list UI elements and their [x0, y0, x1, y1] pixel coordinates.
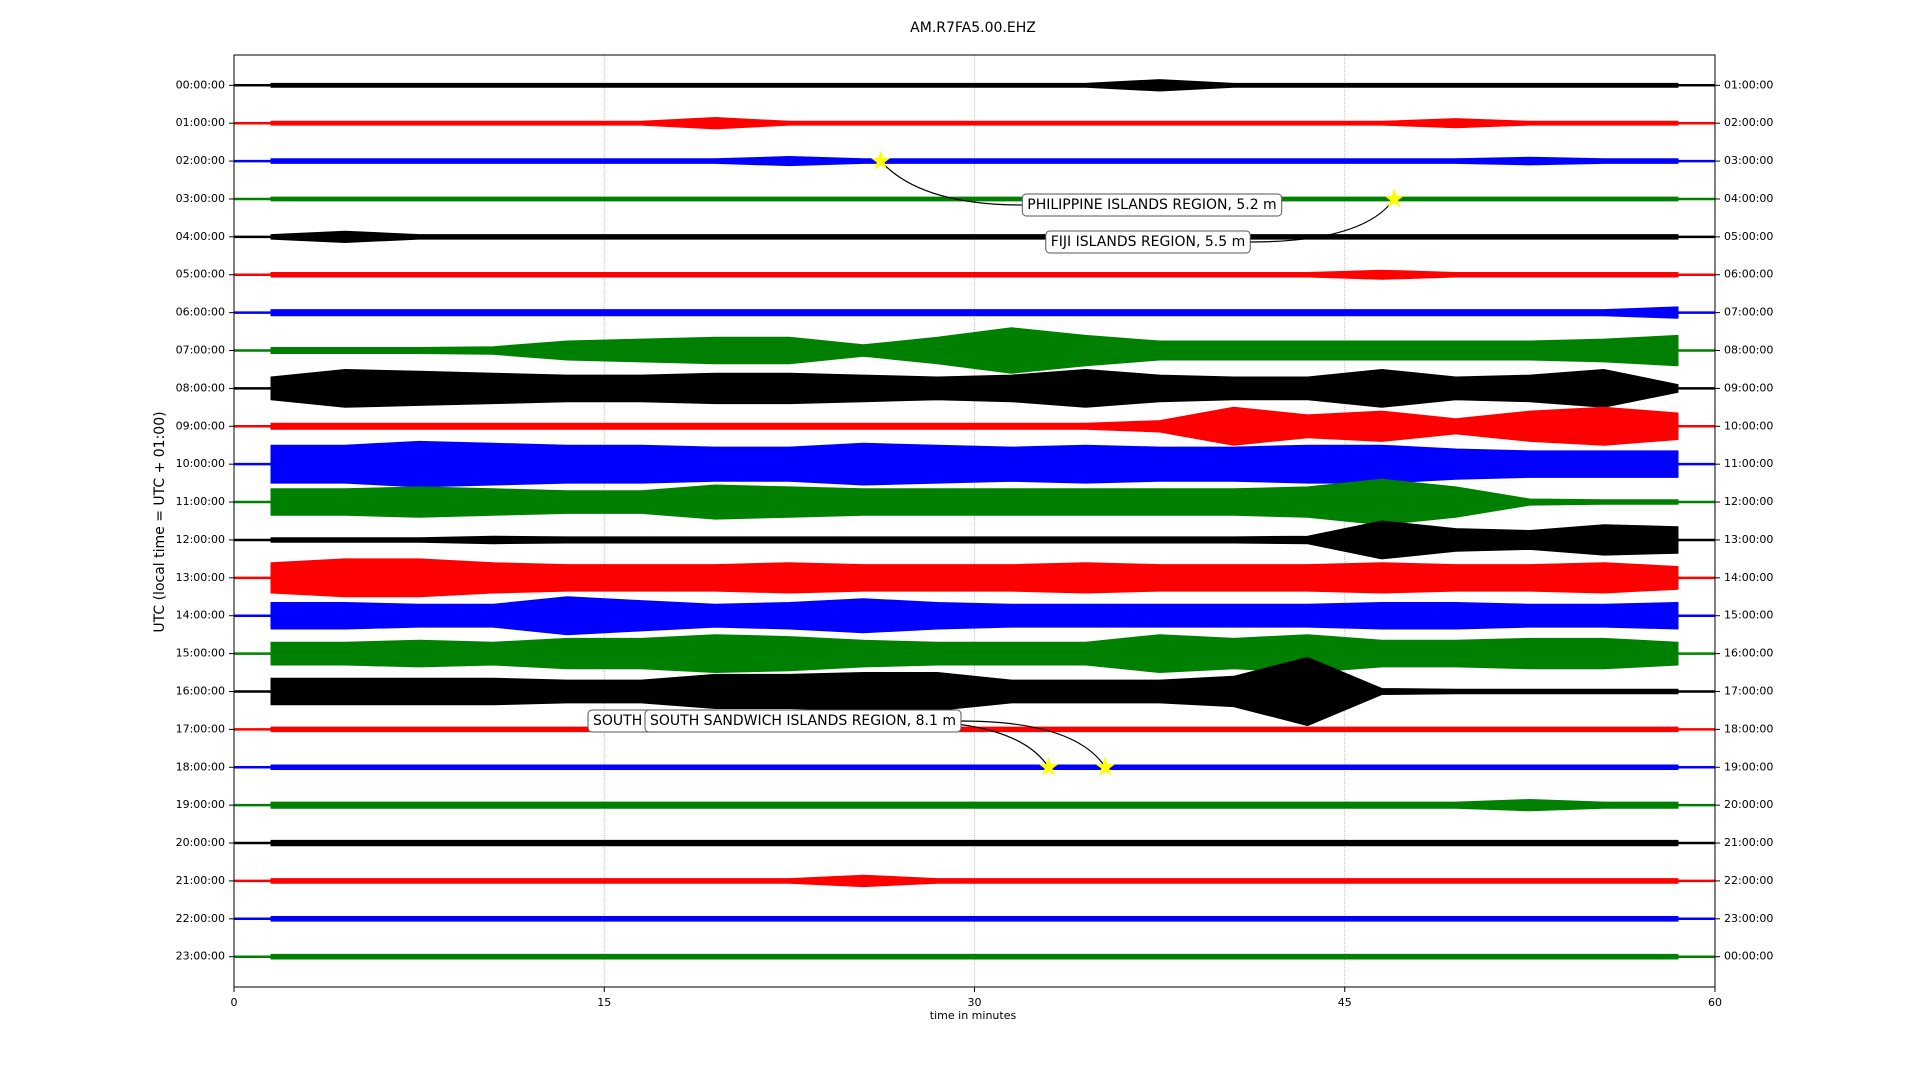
trace-envelope [270, 874, 1679, 888]
row-label: 02:00:00 [176, 154, 225, 167]
row-label: 15:00:00 [176, 647, 225, 660]
row-label: 01:00:00 [176, 116, 225, 129]
trace-envelope [270, 839, 1679, 847]
row-right-label: 00:00:00 [1724, 950, 1773, 963]
row-label: 04:00:00 [176, 230, 225, 243]
event-marker [1038, 756, 1059, 776]
row-right-label: 17:00:00 [1724, 684, 1773, 697]
trace-envelope [270, 230, 1679, 243]
event-connector [880, 160, 1023, 206]
event-label: FIJI ISLANDS REGION, 5.5 m [1051, 234, 1246, 250]
x-tick-label: 45 [1338, 996, 1352, 1009]
trace-envelope [270, 440, 1679, 488]
y-axis-label: UTC (local time = UTC + 01:00) [152, 411, 168, 632]
row-label: 05:00:00 [176, 268, 225, 281]
trace-envelope [270, 916, 1679, 922]
event-marker [1384, 188, 1405, 208]
row-right-label: 05:00:00 [1724, 230, 1773, 243]
row-right-label: 12:00:00 [1724, 495, 1773, 508]
trace-envelope [270, 596, 1679, 636]
row-label: 23:00:00 [176, 950, 225, 963]
row-label: 13:00:00 [176, 571, 225, 584]
event-box [1045, 230, 1251, 254]
event-marker [1095, 756, 1116, 776]
event-label: SOUTH SANDWICH ISLANDS REGION, 8.1 m [650, 713, 956, 729]
row-label: 12:00:00 [176, 533, 225, 546]
trace-envelope [270, 478, 1679, 526]
row-right-label: 16:00:00 [1724, 647, 1773, 660]
row-label: 17:00:00 [176, 722, 225, 735]
row-label: 14:00:00 [176, 609, 225, 622]
row-label: 03:00:00 [176, 192, 225, 205]
trace-envelope [270, 79, 1679, 92]
row-right-label: 13:00:00 [1724, 533, 1773, 546]
row-right-label: 14:00:00 [1724, 571, 1773, 584]
event-connector [1250, 198, 1395, 243]
trace-envelope [270, 269, 1679, 280]
trace-envelope [270, 520, 1679, 560]
trace-envelope [270, 327, 1679, 374]
row-label: 08:00:00 [176, 381, 225, 394]
row-label: 18:00:00 [176, 760, 225, 773]
event-annotation: PHILIPPINE ISLANDS REGION, 5.2 m [1021, 193, 1283, 217]
plot-frame [233, 54, 1716, 988]
trace-envelope [270, 558, 1679, 598]
event-box [644, 709, 962, 733]
row-label: 11:00:00 [176, 495, 225, 508]
row-label: 00:00:00 [176, 78, 225, 91]
x-tick-label: 0 [231, 996, 238, 1009]
row-label: 07:00:00 [176, 344, 225, 357]
x-axis-label: time in minutes [930, 1009, 1017, 1022]
event-box [1021, 193, 1283, 217]
row-right-label: 09:00:00 [1724, 381, 1773, 394]
event-marker [870, 150, 891, 170]
trace-envelope [270, 953, 1679, 960]
row-right-label: 01:00:00 [1724, 78, 1773, 91]
row-right-label: 06:00:00 [1724, 268, 1773, 281]
row-right-label: 22:00:00 [1724, 874, 1773, 887]
event-label: PHILIPPINE ISLANDS REGION, 5.2 m [1027, 197, 1276, 213]
trace-envelope [270, 656, 1679, 727]
row-right-label: 20:00:00 [1724, 798, 1773, 811]
row-right-label: 08:00:00 [1724, 344, 1773, 357]
trace-envelope [270, 634, 1679, 673]
chart-title: AM.R7FA5.00.EHZ [910, 20, 1036, 36]
row-label: 16:00:00 [176, 684, 225, 697]
row-label: 06:00:00 [176, 306, 225, 319]
row-right-label: 19:00:00 [1724, 760, 1773, 773]
row-label: 22:00:00 [176, 912, 225, 925]
row-right-label: 04:00:00 [1724, 192, 1773, 205]
trace-envelope [270, 117, 1679, 130]
trace-envelope [270, 406, 1679, 446]
event-annotation: FIJI ISLANDS REGION, 5.5 m [1045, 230, 1251, 254]
row-right-label: 18:00:00 [1724, 722, 1773, 735]
x-tick-label: 30 [968, 996, 982, 1009]
row-label: 19:00:00 [176, 798, 225, 811]
trace-envelope [270, 196, 1679, 202]
row-label: 10:00:00 [176, 457, 225, 470]
x-tick-label: 60 [1708, 996, 1722, 1009]
row-right-label: 11:00:00 [1724, 457, 1773, 470]
row-right-label: 21:00:00 [1724, 836, 1773, 849]
row-right-label: 07:00:00 [1724, 306, 1773, 319]
x-tick-label: 15 [597, 996, 611, 1009]
row-right-label: 23:00:00 [1724, 912, 1773, 925]
trace-envelope [270, 726, 1679, 733]
row-label: 20:00:00 [176, 836, 225, 849]
event-annotation: SOUTH SANDWICH ISLANDS REGION, 8.1 m [644, 709, 962, 733]
row-right-label: 10:00:00 [1724, 419, 1773, 432]
trace-envelope [270, 156, 1679, 167]
trace-envelope [270, 799, 1679, 812]
row-right-label: 15:00:00 [1724, 609, 1773, 622]
event-connector [960, 720, 1106, 768]
row-label: 09:00:00 [176, 419, 225, 432]
row-label: 21:00:00 [176, 874, 225, 887]
trace-envelope [270, 306, 1679, 319]
row-right-label: 03:00:00 [1724, 154, 1773, 167]
trace-envelope [270, 369, 1679, 408]
trace-envelope [270, 764, 1679, 770]
row-right-label: 02:00:00 [1724, 116, 1773, 129]
